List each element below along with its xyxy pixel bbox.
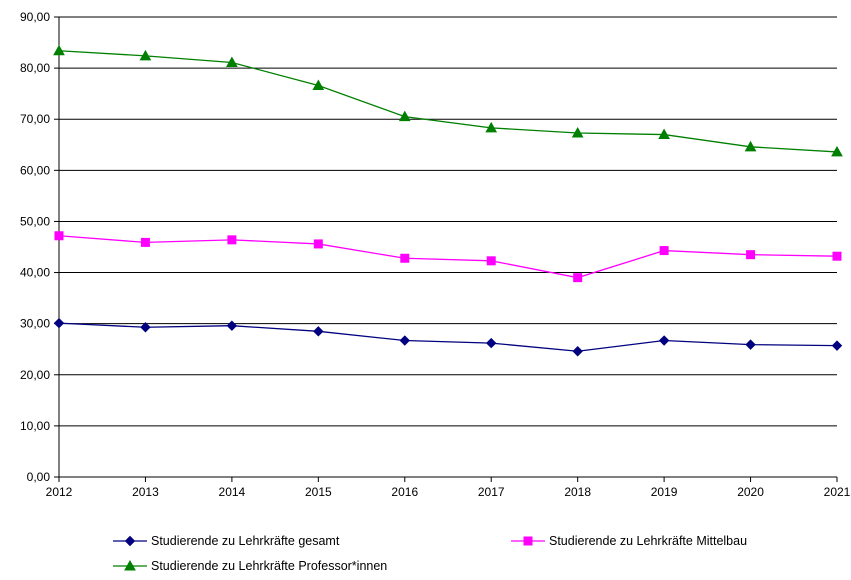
data-point	[400, 253, 410, 263]
data-point	[485, 121, 498, 133]
x-tick-label: 2016	[391, 485, 418, 499]
series-triangle	[53, 44, 843, 157]
y-tick-label: 90,00	[20, 10, 50, 24]
data-point	[832, 251, 842, 261]
legend-item: Studierende zu Lehrkräfte Professor*inne…	[113, 559, 387, 573]
data-point	[54, 231, 64, 241]
x-tick-label: 2018	[564, 485, 591, 499]
x-tick-label: 2014	[219, 485, 246, 499]
data-point	[659, 246, 669, 256]
data-point	[53, 317, 65, 329]
series-diamond	[53, 317, 843, 357]
data-point	[140, 237, 150, 247]
legend-label: Studierende zu Lehrkräfte gesamt	[151, 534, 340, 548]
legend-item: Studierende zu Lehrkräfte gesamt	[113, 534, 340, 548]
data-point	[312, 79, 325, 90]
data-point	[744, 140, 757, 152]
x-tick-label: 2017	[478, 485, 505, 499]
data-point	[571, 126, 584, 138]
data-point	[572, 346, 583, 357]
data-point	[226, 320, 238, 331]
data-point	[573, 273, 583, 283]
legend-marker	[523, 536, 533, 546]
data-point	[313, 239, 323, 249]
y-tick-label: 0,00	[27, 470, 51, 484]
legend-item: Studierende zu Lehrkräfte Mittelbau	[511, 534, 747, 548]
data-point	[658, 335, 670, 346]
y-tick-label: 30,00	[20, 317, 50, 331]
data-point	[745, 339, 756, 350]
x-tick-label: 2019	[651, 485, 678, 499]
data-point	[746, 250, 756, 260]
series-group	[53, 44, 843, 357]
data-point	[486, 256, 496, 266]
data-point	[139, 49, 152, 61]
data-point	[831, 340, 843, 351]
gridlines	[59, 16, 837, 427]
axes: 0,00 10,00 20,00 30,00 40,00 50,00 60,00 70,00 8…	[20, 10, 851, 499]
series-square	[54, 231, 842, 283]
data-point	[398, 110, 411, 122]
x-tick-label: 2020	[737, 485, 764, 499]
data-point	[227, 235, 237, 245]
data-point	[313, 326, 324, 337]
y-tick-label: 20,00	[20, 368, 50, 382]
series-line	[58, 50, 838, 153]
y-tick-label: 80,00	[20, 61, 50, 75]
data-point	[226, 56, 238, 67]
series-line	[58, 235, 838, 279]
data-point	[53, 44, 65, 56]
y-tick-label: 10,00	[20, 419, 50, 433]
x-tick-label: 2012	[46, 485, 73, 499]
y-tick-label: 70,00	[20, 112, 50, 126]
legend-label: Studierende zu Lehrkräfte Mittelbau	[549, 534, 747, 548]
legend-marker	[124, 559, 136, 571]
data-point	[658, 128, 670, 140]
x-tick-label: 2013	[132, 485, 159, 499]
legend-label: Studierende zu Lehrkräfte Professor*inne…	[151, 559, 387, 573]
x-tick-label: 2021	[824, 485, 851, 499]
data-point	[399, 335, 410, 346]
data-point	[831, 145, 843, 157]
legend-marker	[124, 535, 136, 547]
data-point	[486, 337, 497, 349]
legend: Studierende zu Lehrkräfte gesamt Studiere…	[113, 534, 747, 573]
y-tick-label: 50,00	[20, 214, 50, 228]
data-point	[140, 322, 151, 333]
x-tick-label: 2015	[305, 485, 332, 499]
y-tick-label: 60,00	[20, 163, 50, 177]
y-tick-label: 40,00	[20, 266, 50, 280]
series-line	[58, 322, 838, 352]
